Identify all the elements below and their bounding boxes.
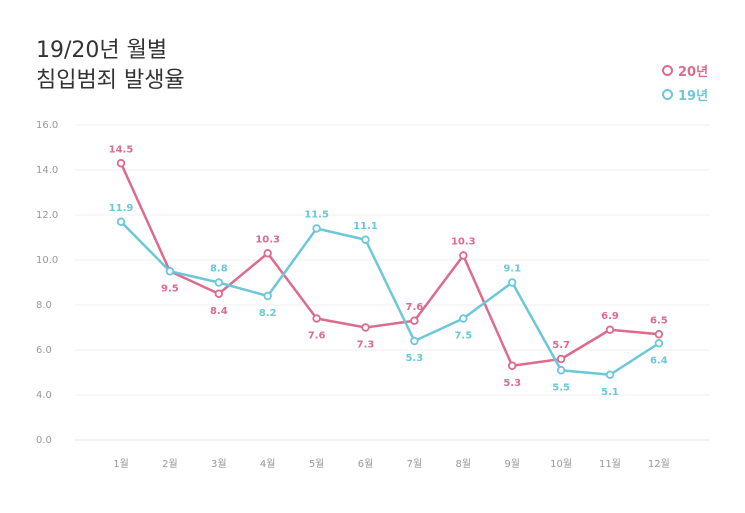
- data-point-series-1: [263, 291, 272, 301]
- data-label-series-1: 6.4: [650, 355, 668, 366]
- legend-label-series-1: 19년: [678, 88, 709, 104]
- data-label-series-1: 7.5: [454, 331, 472, 342]
- data-point-series-1: [116, 217, 126, 226]
- y-tick-label: 14.0: [36, 165, 58, 176]
- data-point-series-1: [508, 278, 517, 287]
- legend-item-series-0[interactable]: 20년: [662, 58, 708, 82]
- data-label-series-0: 8.4: [210, 306, 228, 317]
- data-point-series-1: [605, 370, 615, 379]
- data-label-series-1: 5.5: [552, 382, 570, 393]
- data-label-series-1: 11.5: [304, 210, 329, 221]
- data-label-series-0: 7.3: [357, 340, 375, 351]
- data-point-series-0: [459, 251, 468, 260]
- chart-title-line-1: 19/20년 월별: [36, 38, 168, 63]
- y-tick-label: 6.0: [36, 345, 52, 356]
- x-tick-label: 9월: [504, 458, 520, 470]
- data-point-series-0: [214, 289, 223, 298]
- y-tick-label: 4.0: [36, 390, 52, 401]
- x-tick-label: 1월: [113, 458, 129, 470]
- data-point-series-1: [654, 339, 664, 348]
- data-label-series-0: 14.5: [109, 144, 134, 155]
- chart-legend: 20년 19년: [662, 58, 708, 106]
- x-tick-label: 11월: [599, 458, 621, 470]
- y-tick-label: 8.0: [36, 300, 52, 311]
- series-line-1: [120, 220, 660, 376]
- x-tick-label: 4월: [260, 458, 276, 470]
- legend-marker-series-0: [662, 64, 673, 76]
- data-point-series-1: [214, 278, 223, 287]
- data-point-series-1: [165, 267, 175, 276]
- data-label-series-0: 7.6: [308, 331, 326, 342]
- legend-label-series-0: 20년: [678, 64, 709, 80]
- data-point-series-0: [508, 361, 517, 370]
- data-point-series-0: [605, 325, 615, 334]
- data-point-series-1: [556, 366, 566, 375]
- x-tick-label: 5월: [309, 458, 325, 470]
- y-tick-label: 0.0: [36, 435, 52, 446]
- data-point-series-1: [410, 336, 419, 346]
- data-label-series-1: 9.1: [503, 264, 521, 275]
- data-label-series-1: 11.1: [353, 221, 378, 232]
- data-label-series-1: 11.9: [109, 203, 134, 214]
- legend-marker-series-1: [662, 88, 673, 100]
- y-tick-label: 10.0: [36, 255, 58, 266]
- data-point-series-0: [361, 323, 370, 332]
- data-point-series-1: [459, 314, 468, 323]
- x-tick-label: 3월: [211, 458, 227, 470]
- data-label-series-0: 10.3: [255, 234, 280, 245]
- data-label-series-1: 8.2: [259, 308, 277, 319]
- chart-title: 19/20년 월별 침입범죄 발생율: [36, 36, 185, 96]
- x-tick-label: 6월: [358, 458, 374, 470]
- legend-item-series-1[interactable]: 19년: [662, 82, 708, 106]
- data-point-series-1: [361, 235, 370, 244]
- y-tick-label: 12.0: [36, 210, 58, 221]
- data-point-series-0: [263, 249, 272, 258]
- x-tick-label: 12월: [648, 458, 670, 470]
- data-point-series-0: [312, 314, 321, 323]
- chart-title-line-2: 침입범죄 발생율: [36, 68, 185, 93]
- data-point-series-0: [410, 316, 419, 325]
- x-tick-label: 8월: [456, 458, 472, 470]
- data-label-series-0: 7.6: [406, 302, 424, 313]
- data-point-series-0: [654, 330, 664, 339]
- x-tick-label: 2월: [162, 458, 178, 470]
- data-label-series-1: 8.8: [210, 264, 228, 275]
- data-label-series-1: 5.3: [406, 353, 424, 364]
- data-label-series-1: 5.1: [601, 387, 619, 398]
- data-point-series-1: [312, 224, 321, 233]
- x-tick-label: 7월: [407, 458, 423, 470]
- data-label-series-0: 9.5: [161, 283, 179, 294]
- x-tick-label: 10월: [550, 458, 572, 470]
- data-label-series-0: 5.7: [552, 340, 570, 351]
- data-label-series-0: 10.3: [451, 237, 476, 248]
- y-tick-label: 16.0: [36, 120, 58, 131]
- data-label-series-0: 6.5: [650, 315, 668, 326]
- data-label-series-0: 5.3: [503, 378, 521, 389]
- data-label-series-0: 6.9: [601, 311, 619, 322]
- series-line-0: [119, 162, 660, 367]
- data-point-series-0: [556, 354, 566, 364]
- data-point-series-0: [116, 159, 126, 168]
